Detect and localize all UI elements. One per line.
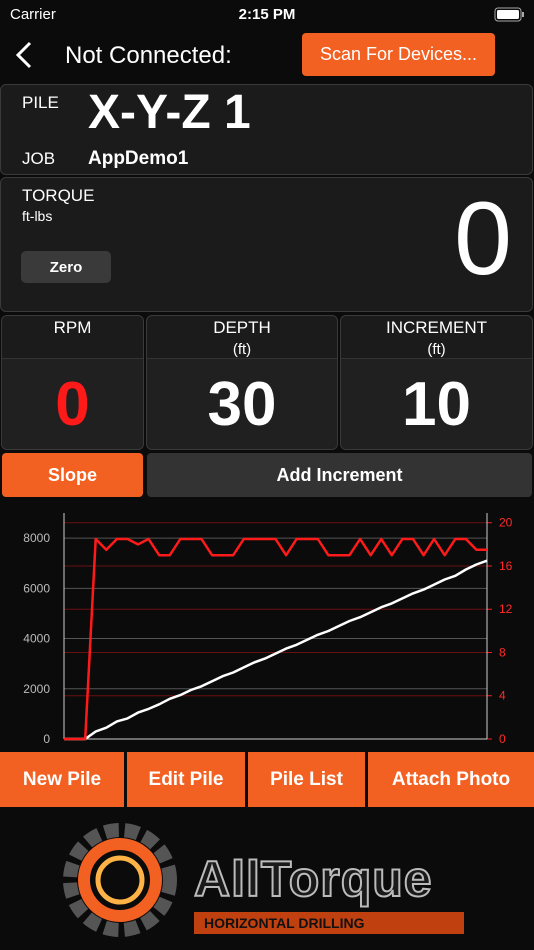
y2-tick-label: 12 (499, 602, 513, 616)
y2-tick-label: 4 (499, 689, 506, 703)
depth-panel: DEPTH (ft) 30 (146, 315, 338, 450)
pile-panel: PILE X-Y-Z 1 JOB AppDemo1 (0, 84, 533, 175)
stat-value: 10 (341, 358, 532, 449)
stat-label: DEPTH (213, 318, 271, 337)
new-pile-button[interactable]: New Pile (0, 752, 124, 807)
back-button[interactable] (12, 40, 36, 70)
edit-pile-button[interactable]: Edit Pile (127, 752, 245, 807)
y2-tick-label: 0 (499, 732, 506, 746)
torque-label: TORQUE (22, 186, 95, 205)
stat-head: DEPTH (ft) (147, 316, 337, 362)
carrier: Carrier (10, 6, 56, 23)
stat-value: 30 (147, 358, 337, 449)
clock: 2:15 PM (238, 6, 296, 23)
y2-tick-label: 8 (499, 645, 506, 659)
y-tick-label: 6000 (23, 581, 50, 595)
job-value: AppDemo1 (88, 148, 189, 169)
y-tick-label: 4000 (23, 632, 50, 646)
attach-photo-button[interactable]: Attach Photo (368, 752, 534, 807)
logo-brand: AllTorque (193, 850, 433, 908)
stat-unit: (ft) (427, 341, 446, 358)
zero-button[interactable]: Zero (21, 251, 111, 283)
job-label: JOB (22, 149, 56, 168)
series-line (64, 537, 487, 741)
torque-value: 0 (454, 181, 512, 297)
torque-panel: TORQUE ft-lbs Zero 0 (0, 177, 533, 312)
logo-tagline: HORIZONTAL DRILLING (194, 912, 464, 934)
scan-button[interactable]: Scan For Devices... (302, 33, 495, 76)
pile-value: X-Y-Z 1 (88, 86, 251, 139)
battery (494, 7, 524, 22)
series-line (64, 559, 488, 741)
y-tick-label: 8000 (23, 531, 50, 545)
stat-value: 0 (2, 358, 143, 449)
stat-unit: (ft) (232, 341, 252, 358)
rpm-panel: RPM 0 (1, 315, 144, 450)
chart: 0 2000 4000 6000 8000 0 4 8 12 16 20 (0, 505, 534, 750)
stat-label: INCREMENT (385, 318, 488, 337)
stat-head: INCREMENT (ft) (341, 316, 532, 362)
pile-label: PILE (22, 93, 59, 112)
y2-tick-label: 16 (499, 559, 513, 573)
y-tick-label: 2000 (23, 682, 50, 696)
slope-button[interactable]: Slope (2, 453, 143, 497)
torque-unit: ft-lbs (22, 208, 53, 224)
y2-tick-label: 20 (499, 516, 513, 530)
add-increment-button[interactable]: Add Increment (147, 453, 532, 497)
logo-gear (63, 823, 177, 937)
increment-panel: INCREMENT (ft) 10 (340, 315, 533, 450)
nav-title: Not Connected: (65, 42, 232, 69)
stat-label: RPM (53, 318, 92, 337)
y-tick-label: 0 (43, 732, 50, 746)
pile-list-button[interactable]: Pile List (248, 752, 365, 807)
